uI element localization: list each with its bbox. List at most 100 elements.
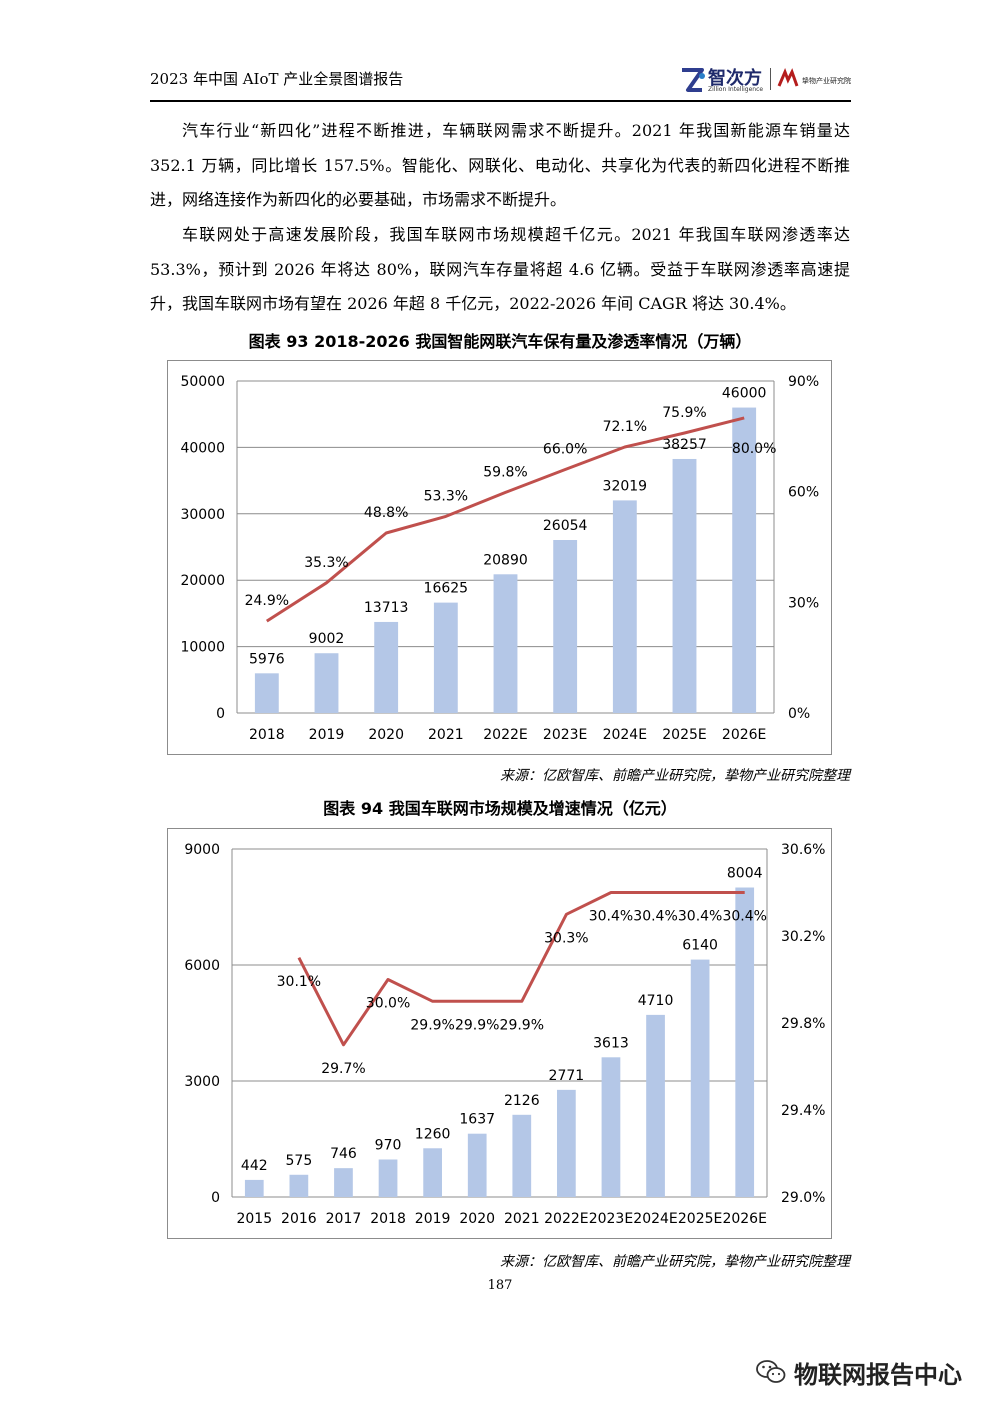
bar-value-label: 26054 (543, 518, 588, 534)
bar (467, 1133, 487, 1197)
bar-value-label: 3613 (593, 1035, 629, 1051)
bar-value-label: 2126 (504, 1093, 540, 1109)
bar (244, 1179, 264, 1197)
x-tick-label: 2024E (633, 1211, 677, 1227)
line-value-label: 30.4% (722, 909, 766, 925)
y-right-tick-label: 29.4% (781, 1103, 825, 1119)
bar-value-label: 20890 (483, 552, 528, 568)
line-value-label: 30.4% (589, 909, 633, 925)
logo-divider (770, 68, 771, 90)
y-right-tick-label: 60% (788, 485, 819, 501)
page-number: 187 (487, 1278, 513, 1293)
bar (732, 407, 757, 713)
bar-value-label: 46000 (722, 386, 767, 402)
bar-value-label: 8004 (727, 866, 763, 882)
x-tick-label: 2025E (678, 1211, 722, 1227)
x-tick-label: 2022E (544, 1211, 588, 1227)
logo-main-text: 智次方 (708, 68, 762, 89)
paragraph-2: 车联网处于高速发展阶段，我国车联网市场规模超千亿元。2021 年我国车联网渗透率… (150, 225, 850, 313)
watermark-text: 物联网报告中心 (794, 1360, 962, 1389)
logo-sub-text: Zillion Intelligence (708, 86, 764, 93)
x-tick-label: 2020 (459, 1211, 495, 1227)
line-value-label: 30.4% (678, 909, 722, 925)
series-line (297, 891, 745, 1047)
y-left-tick-label: 30000 (180, 507, 225, 523)
y-right-tick-label: 30% (788, 595, 819, 611)
bar (289, 1174, 309, 1197)
y-left-tick-label: 20000 (180, 573, 225, 589)
zhiwu-logo-icon (777, 68, 799, 87)
x-tick-label: 2017 (326, 1211, 362, 1227)
line-value-label: 30.1% (277, 974, 321, 990)
figure-93-source: 来源：亿欧智库、前瞻产业研究院，挚物产业研究院整理 (500, 768, 850, 784)
y-left-tick-label: 9000 (184, 842, 220, 858)
zhicifang-logo-icon (682, 68, 705, 92)
y-left-tick-label: 50000 (180, 374, 225, 390)
bar-value-label: 4710 (638, 993, 674, 1009)
line-value-label: 80.0% (732, 441, 776, 457)
y-left-tick-label: 0 (216, 706, 225, 722)
line-value-label: 75.9% (662, 405, 706, 421)
y-right-tick-label: 29.8% (781, 1016, 825, 1032)
header-title: 2023 年中国 AIoT 产业全景图谱报告 (150, 70, 404, 88)
line-value-label: 59.8% (483, 464, 527, 480)
bar-value-label: 32019 (603, 478, 648, 494)
bar-value-label: 16625 (424, 581, 469, 597)
bar (612, 500, 637, 713)
bar-value-label: 575 (286, 1153, 313, 1169)
wechat-icon (756, 1360, 786, 1383)
bar (493, 574, 518, 713)
line-value-label: 30.3% (544, 930, 588, 946)
x-tick-label: 2025E (662, 727, 706, 743)
y-right-tick-label: 30.6% (781, 842, 825, 858)
x-tick-label: 2026E (722, 727, 766, 743)
bar (672, 458, 697, 713)
series-line (265, 416, 745, 623)
bar (512, 1114, 532, 1197)
bar (378, 1159, 398, 1197)
x-tick-label: 2019 (309, 727, 345, 743)
bar-value-label: 38257 (662, 437, 707, 453)
figure-94-source: 来源：亿欧智库、前瞻产业研究院，挚物产业研究院整理 (500, 1254, 850, 1270)
x-tick-label: 2019 (415, 1211, 451, 1227)
y-left-tick-label: 6000 (184, 958, 220, 974)
logo-partner-text: 挚物产业研究院 (802, 77, 851, 85)
line-value-label: 30.0% (366, 996, 410, 1012)
paragraph-1: 汽车行业“新四化”进程不断推进，车辆联网需求不断提升。2021 年我国新能源车销… (150, 121, 850, 209)
header-rule (150, 100, 851, 102)
bar (646, 1014, 665, 1197)
x-tick-label: 2015 (236, 1211, 272, 1227)
line-value-label: 72.1% (603, 419, 647, 435)
bar (374, 621, 399, 713)
x-tick-label: 2023E (543, 727, 587, 743)
bar (553, 540, 578, 713)
bar-value-label: 6140 (682, 938, 718, 954)
bar-value-label: 970 (375, 1137, 402, 1153)
figure-94-chart: 0 3000 6000 9000 29.0% 29.4% 29.8% 30.2% 30.6% 44… (167, 828, 832, 1239)
bar-value-label: 5976 (249, 651, 285, 667)
y-right-tick-label: 30.2% (781, 929, 825, 945)
y-left-tick-label: 10000 (180, 640, 225, 656)
line-value-label: 29.9% (500, 1017, 544, 1033)
line-value-label: 35.3% (304, 555, 348, 571)
line-value-label: 29.7% (321, 1061, 365, 1077)
line-value-label: 66.0% (543, 442, 587, 458)
y-right-tick-label: 0% (788, 706, 810, 722)
bar-value-label: 1260 (415, 1126, 451, 1142)
y-left-tick-label: 0 (211, 1190, 220, 1206)
bar (601, 1057, 621, 1197)
y-right-tick-label: 90% (788, 374, 819, 390)
line-value-label: 24.9% (245, 593, 289, 609)
y-left-tick-label: 3000 (184, 1074, 220, 1090)
bar-value-label: 13713 (364, 600, 409, 616)
line-value-label: 29.9% (410, 1017, 454, 1033)
x-tick-label: 2026E (722, 1211, 766, 1227)
figure-93-caption: 图表 93 2018-2026 我国智能网联汽车保有量及渗透率情况（万辆） (248, 332, 752, 351)
bar (433, 602, 458, 713)
figure-94-caption: 图表 94 我国车联网市场规模及增速情况（亿元） (323, 799, 677, 818)
bar (254, 673, 279, 713)
x-tick-label: 2021 (428, 727, 464, 743)
x-tick-label: 2018 (249, 727, 285, 743)
y-right-tick-label: 29.0% (781, 1190, 825, 1206)
line-value-label: 30.4% (633, 909, 677, 925)
